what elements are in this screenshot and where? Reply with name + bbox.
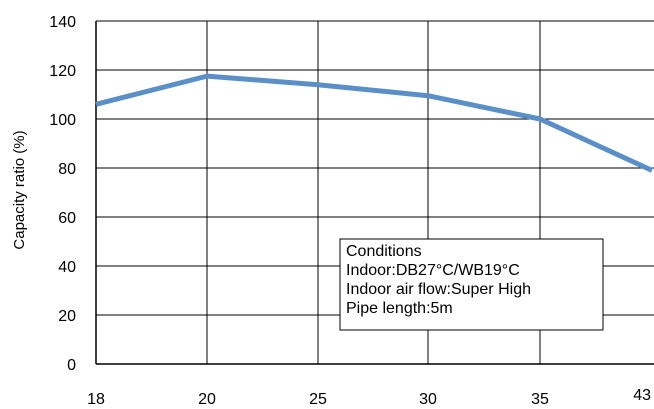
x-tick-label: 18 (87, 391, 105, 408)
y-tick-labels: 0 20 40 60 80 100 120 140 (49, 14, 76, 374)
y-tick-label: 140 (49, 14, 76, 31)
conditions-box: Conditions Indoor:DB27°C/WB19°C Indoor air… (339, 238, 604, 331)
x-tick-labels: 18 20 25 30 35 43 (87, 387, 651, 408)
y-tick-label: 20 (58, 308, 76, 325)
series-layer (95, 73, 654, 173)
y-tick-label: 60 (58, 210, 76, 227)
series-line (95, 73, 654, 173)
y-tick-label: 0 (67, 357, 76, 374)
x-tick-label: 30 (419, 391, 437, 408)
y-tick-label: 80 (58, 161, 76, 178)
y-tick-label: 100 (49, 112, 76, 129)
conditions-line: Indoor air flow:Super High (346, 281, 531, 298)
y-tick-label: 120 (49, 63, 76, 80)
x-tick-label: 20 (198, 391, 216, 408)
conditions-line: Pipe length:5m (346, 300, 453, 317)
x-tick-label: 35 (531, 391, 549, 408)
x-tick-label: 43 (633, 387, 651, 404)
y-tick-label: 40 (58, 259, 76, 276)
conditions-box-frame (339, 238, 604, 331)
grid-lines (95, 20, 654, 365)
y-axis-label: Capacity ratio (%) (11, 130, 28, 249)
conditions-line: Indoor:DB27°C/WB19°C (346, 262, 520, 279)
x-tick-label: 25 (309, 391, 327, 408)
conditions-line: Conditions (346, 243, 422, 260)
